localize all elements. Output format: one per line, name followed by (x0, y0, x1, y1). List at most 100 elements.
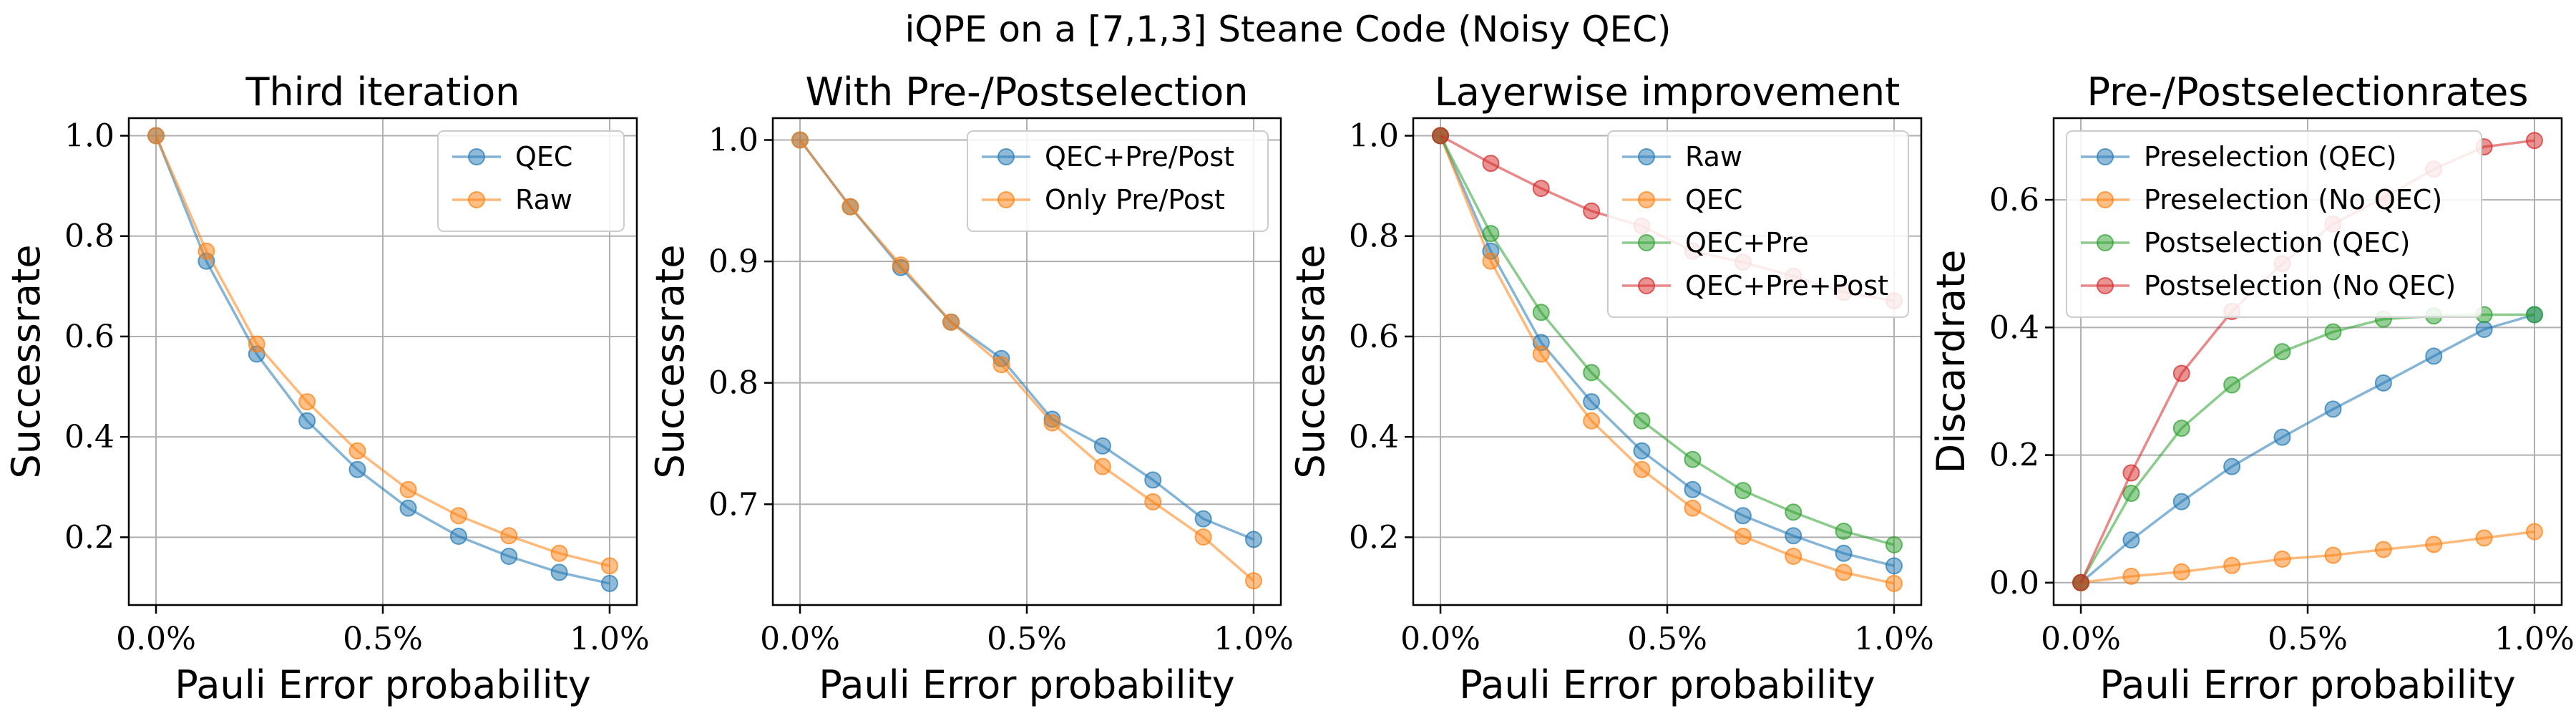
x-tick-label: 1.0% (570, 621, 650, 657)
data-point (2525, 306, 2543, 324)
x-tick-label: 0.5% (2268, 621, 2348, 657)
data-point (500, 527, 518, 545)
data-point (2273, 550, 2291, 568)
data-point (1532, 304, 1550, 321)
y-tick-label: 1.0 (1349, 118, 1399, 155)
data-point (1432, 127, 1450, 145)
data-point (1633, 460, 1651, 478)
data-point (1043, 414, 1061, 432)
data-point (2374, 541, 2392, 558)
series-line-2 (1439, 135, 1895, 585)
data-point (1244, 531, 1262, 548)
data-point (1532, 180, 1550, 198)
data-point (2273, 343, 2291, 361)
data-point (1885, 574, 1903, 592)
series-line-2 (2080, 530, 2535, 584)
y-axis-label: Successrate (1288, 244, 1333, 478)
legend-box (2066, 130, 2482, 318)
subplot-panels: 0.0% 0.5% 1.0% 0.2 0.4 0.6 0.8 1.0 Third iterati… (4, 69, 2575, 707)
data-point (1583, 202, 1601, 220)
legend: QEC Raw (437, 130, 625, 232)
legend: Raw QEC QEC+Pre QEC+Pre+Post (1607, 130, 1909, 318)
data-point (2122, 464, 2140, 482)
data-point (1684, 450, 1702, 468)
legend-entry-label: QEC (515, 141, 572, 173)
data-point (1785, 527, 1802, 545)
data-point (298, 412, 316, 430)
legend: QEC+Pre/Post Only Pre/Post (967, 130, 1269, 232)
data-point (1734, 507, 1752, 525)
data-point (2172, 364, 2190, 382)
legend: Preselection (QEC) Preselection (No QEC) P… (2066, 130, 2482, 318)
data-point (2425, 536, 2443, 553)
subplot-4: 0.0% 0.5% 1.0% 0.0 0.2 0.4 0.6 Pre-/Postselecti… (1928, 69, 2575, 707)
data-point (1144, 493, 1162, 511)
data-point (2525, 132, 2543, 150)
data-point (791, 131, 809, 149)
data-point (2172, 493, 2190, 511)
data-point (892, 256, 909, 274)
subplot-title: Third iteration (245, 69, 519, 115)
y-tick-label: 0.8 (64, 218, 114, 255)
data-point (2122, 567, 2140, 585)
x-tick-label: 0.0% (1400, 621, 1480, 657)
legend-swatch-marker (1638, 277, 1655, 294)
legend-box (1607, 130, 1909, 318)
series-line-2 (799, 139, 1255, 582)
data-point (841, 198, 859, 216)
subplot-title: Pre-/Postselectionrates (2087, 69, 2528, 115)
data-point (1194, 510, 1212, 528)
y-tick-label: 0.2 (64, 519, 114, 556)
data-point (1835, 544, 1853, 562)
legend-entry-label: QEC+Pre/Post (1045, 141, 1234, 173)
y-tick-label: 0.2 (1989, 437, 2039, 474)
data-point (2273, 428, 2291, 446)
data-point (2324, 400, 2342, 418)
data-point (550, 563, 568, 581)
legend-entry-label: Only Pre/Post (1045, 184, 1225, 216)
y-tick-label: 0.9 (708, 243, 758, 280)
legend-swatch-marker (2097, 148, 2114, 165)
x-tick-label: 1.0% (2494, 621, 2575, 657)
legend-swatch-marker (468, 191, 485, 208)
data-point (1885, 557, 1903, 575)
legend-swatch-marker (1638, 234, 1655, 251)
subplot-title: Layerwise improvement (1435, 69, 1901, 115)
data-point (2072, 574, 2090, 591)
data-point (2425, 347, 2443, 365)
y-tick-label: 0.6 (64, 319, 114, 355)
legend-swatch-marker (1638, 191, 1655, 208)
data-point (2122, 531, 2140, 549)
x-tick-label: 1.0% (1854, 621, 1934, 657)
data-point (1785, 548, 1802, 565)
subplot-2: 0.0% 0.5% 1.0% 0.7 0.8 0.9 1.0 With Pre-/Postse… (648, 69, 1294, 707)
data-point (348, 442, 366, 460)
data-point (1244, 572, 1262, 590)
data-point (1482, 225, 1500, 243)
data-point (1583, 364, 1601, 382)
y-tick-label: 1.0 (708, 122, 758, 159)
data-point (1583, 393, 1601, 411)
x-axis-label: Pauli Error probability (175, 662, 591, 707)
data-point (1633, 412, 1651, 430)
data-point (1684, 499, 1702, 517)
x-tick-label: 0.5% (987, 621, 1067, 657)
data-point (2374, 374, 2392, 392)
data-point (500, 548, 518, 565)
x-tick-label: 0.0% (760, 621, 840, 657)
legend-swatch-marker (997, 191, 1015, 208)
data-point (1633, 442, 1651, 460)
series-line-1 (1439, 135, 1895, 567)
data-point (1835, 522, 1853, 540)
data-point (197, 242, 215, 260)
data-point (2172, 563, 2190, 581)
legend-swatch-marker (1638, 148, 1655, 165)
legend-entry-label: QEC+Pre+Post (1685, 270, 1888, 301)
legend-entry-label: QEC+Pre (1685, 227, 1809, 258)
data-point (2324, 323, 2342, 341)
data-point (942, 313, 960, 331)
data-point (2475, 320, 2493, 338)
subplot-title: With Pre-/Postselection (806, 69, 1249, 115)
